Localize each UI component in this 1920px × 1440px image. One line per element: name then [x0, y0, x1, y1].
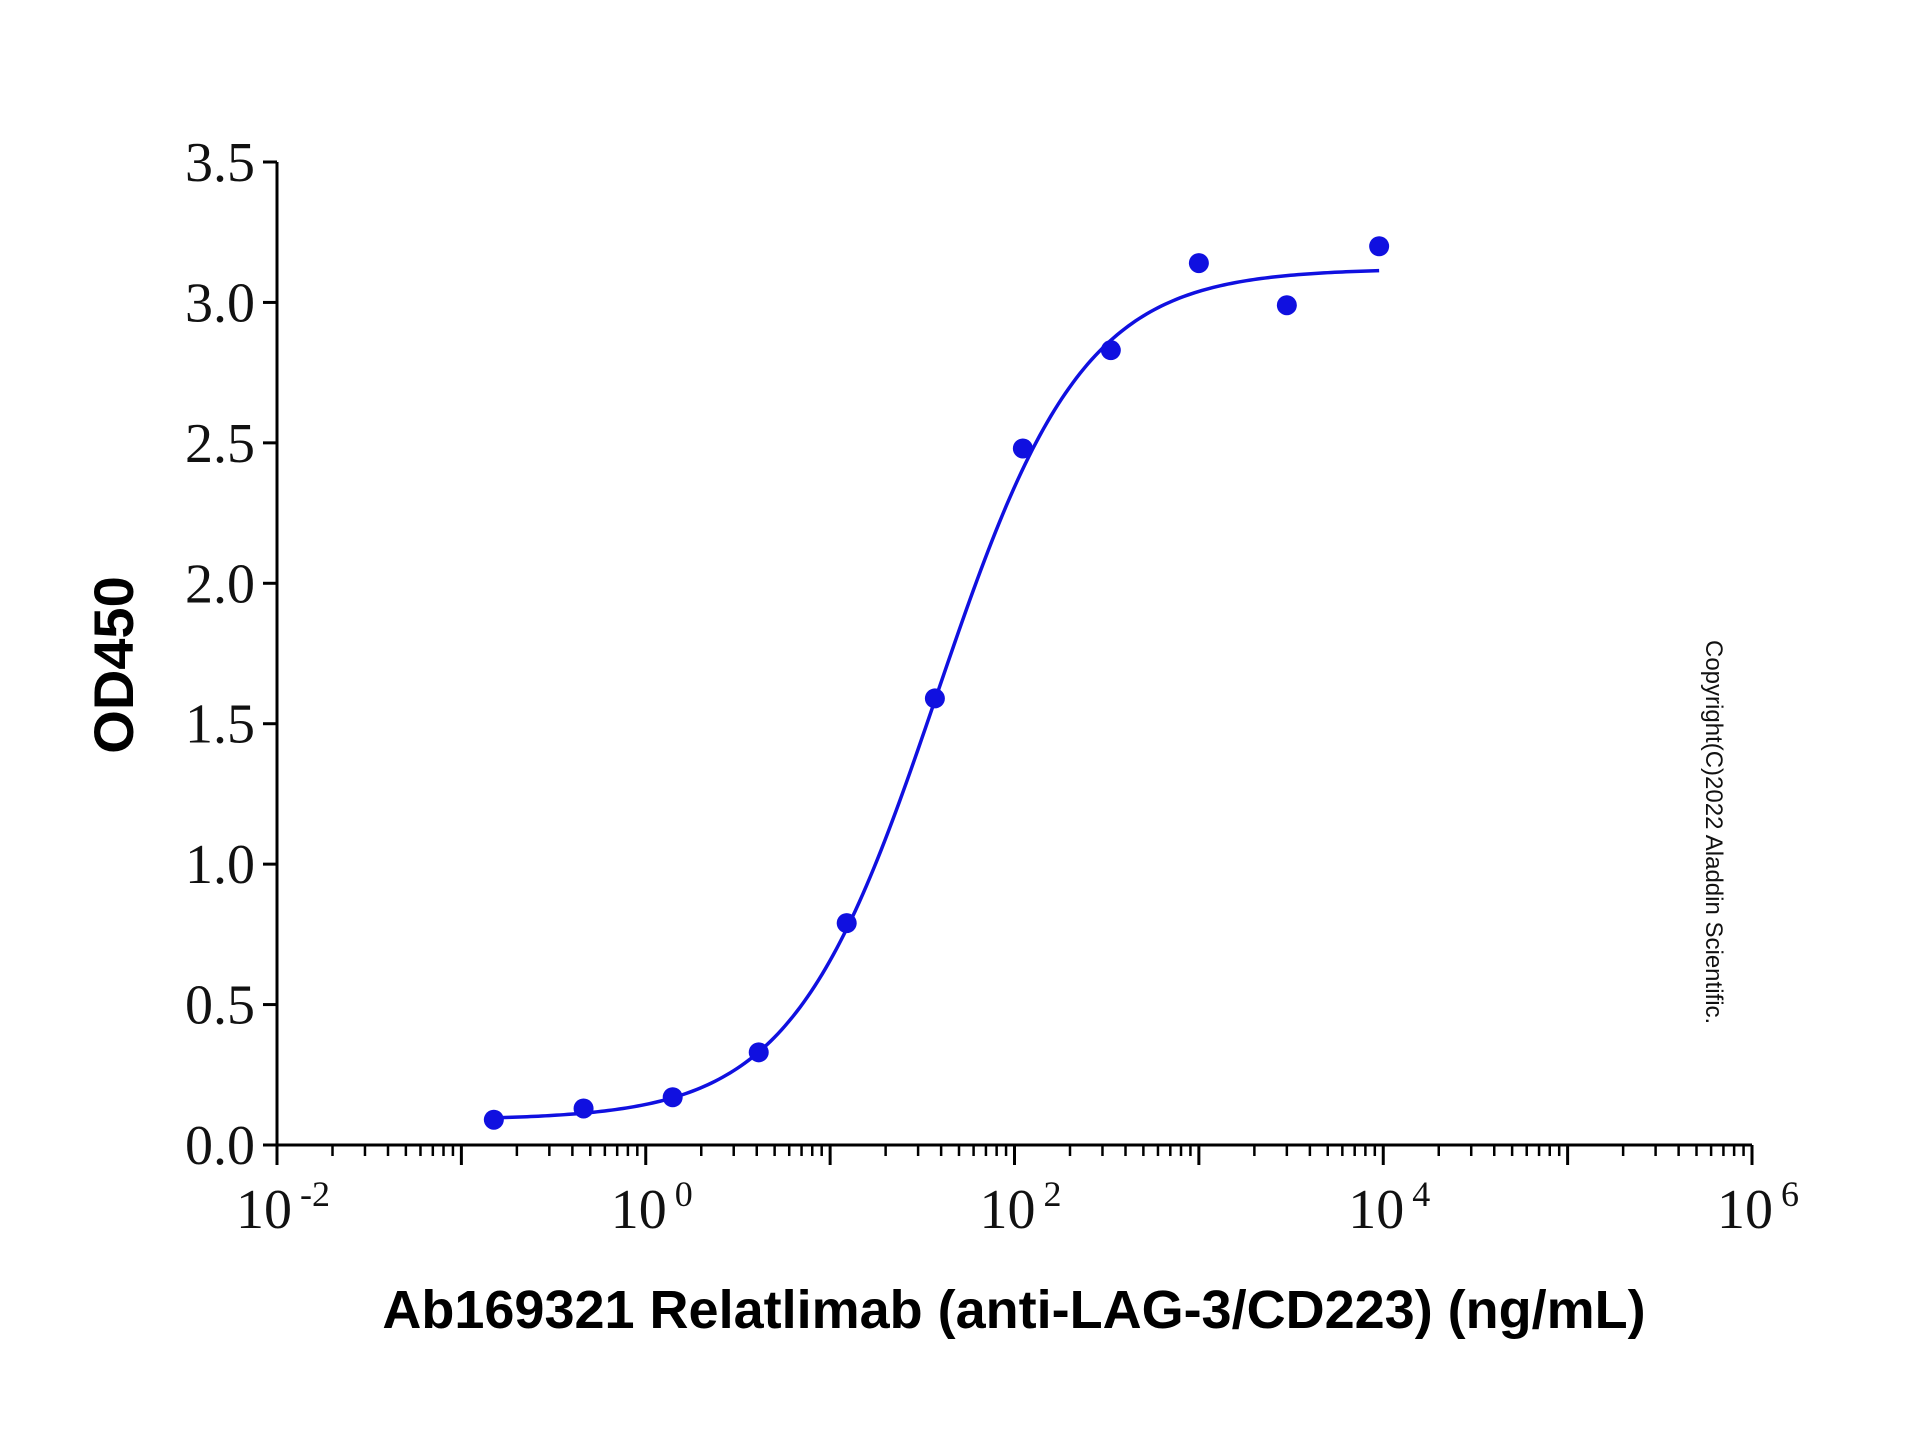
data-point [1369, 236, 1390, 257]
data-point [1276, 295, 1297, 316]
ticks [263, 160, 1754, 1165]
y-tick-label: 1.0 [185, 834, 255, 896]
y-tick-label: 2.0 [185, 553, 255, 615]
data-point [573, 1098, 594, 1119]
x-tick-label: 10 4 [1348, 1174, 1430, 1241]
data-point [1100, 340, 1121, 361]
x-tick-label: 10 2 [980, 1174, 1062, 1241]
x-tick-label: 10 6 [1717, 1174, 1799, 1241]
y-tick-label: 1.5 [185, 694, 255, 756]
y-tick-label: 0.0 [185, 1115, 255, 1177]
tick-labels: 0.0 0.5 1.0 1.5 2.0 2.5 3.0 3.5 10 -2 10 0 10 2 10 4 10 6 [185, 132, 1799, 1241]
x-tick-label: 10 -2 [236, 1174, 330, 1241]
data-point [748, 1042, 769, 1063]
y-tick-label: 3.0 [185, 272, 255, 334]
points-layer [483, 236, 1390, 1130]
data-point [1188, 253, 1209, 274]
data-point [1012, 438, 1033, 459]
data-point [662, 1087, 683, 1108]
data-point [483, 1109, 504, 1130]
x-axis-title: Ab169321 Relatlimab (anti-LAG-3/CD223) (… [382, 1280, 1645, 1340]
y-tick-label: 0.5 [185, 975, 255, 1037]
x-tick-label: 10 0 [611, 1174, 693, 1241]
y-axis-title: OD450 [82, 576, 145, 753]
axes [275, 162, 1752, 1147]
y-tick-label: 2.5 [185, 413, 255, 475]
data-point [836, 913, 857, 934]
copyright-annotation: Copyright(C)2022 Aladdin Scientific. [1700, 640, 1727, 1024]
data-point [924, 688, 945, 709]
y-tick-label: 3.5 [185, 132, 255, 194]
